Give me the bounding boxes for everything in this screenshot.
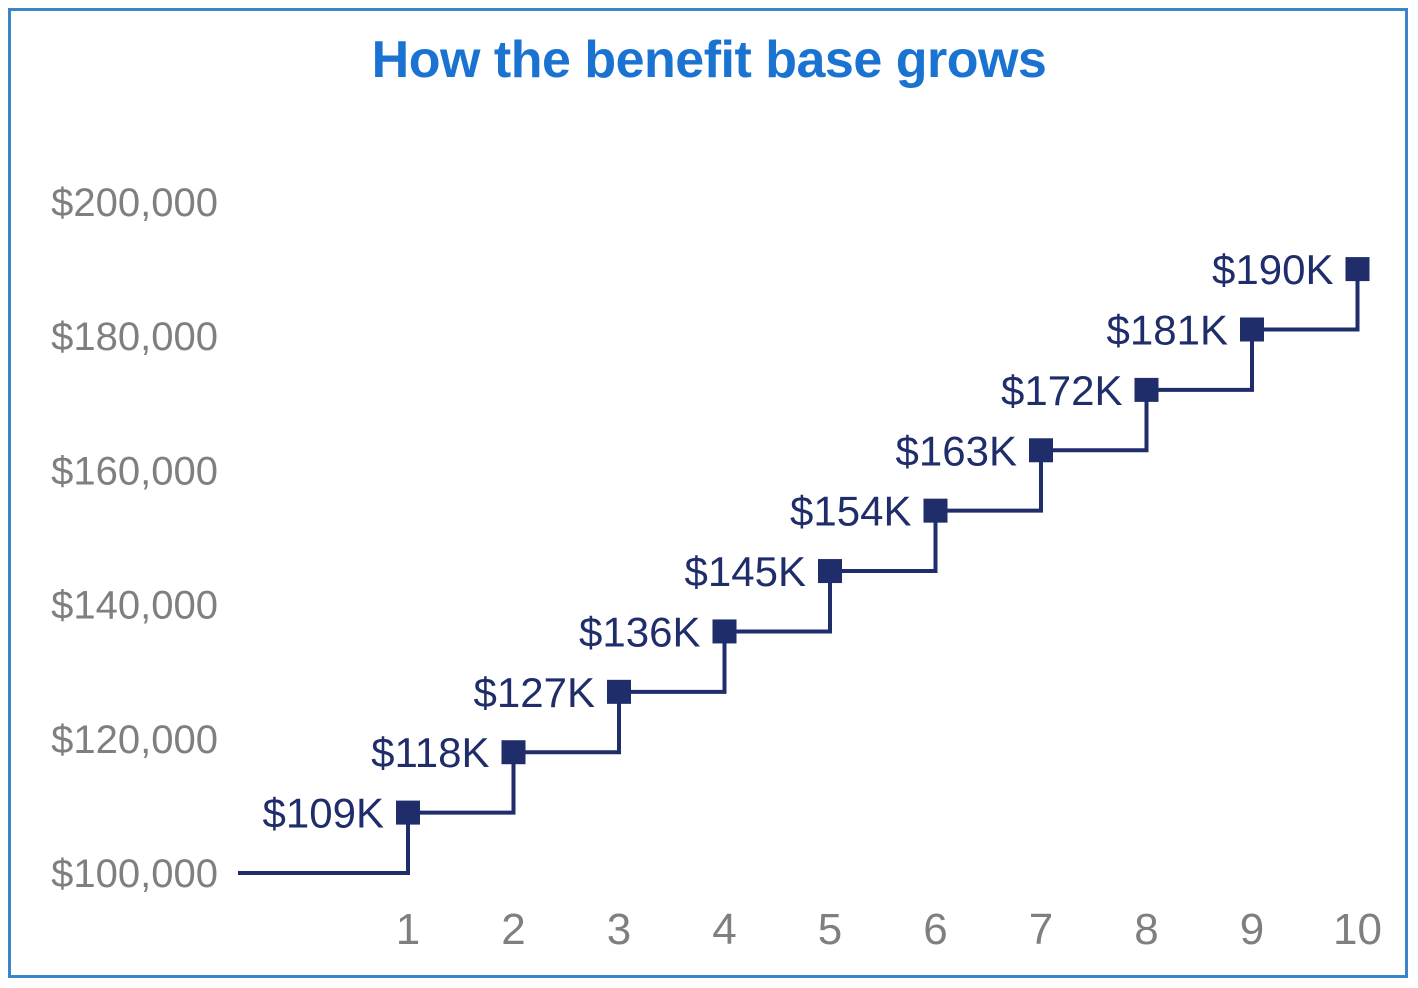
- data-point-marker: [1134, 377, 1159, 402]
- data-label: $127K: [474, 669, 595, 716]
- y-axis: $100,000 $120,000 $140,000 $160,000 $180,000…: [51, 181, 218, 896]
- x-tick-label: 1: [396, 905, 420, 954]
- chart-frame: [8, 8, 1408, 978]
- y-tick-label: $200,000: [51, 181, 218, 225]
- x-tick-label: 4: [712, 905, 736, 954]
- x-tick-label: 5: [818, 905, 842, 954]
- y-tick-label: $140,000: [51, 584, 218, 628]
- x-tick-label: 8: [1134, 905, 1158, 954]
- data-point-marker: [1029, 438, 1053, 463]
- data-point-marker: [818, 559, 842, 584]
- data-point-marker: [607, 679, 631, 704]
- x-tick-label: 3: [607, 905, 631, 954]
- data-point-marker: [923, 498, 948, 523]
- data-label: $181K: [1107, 306, 1228, 353]
- x-tick-label: 2: [501, 905, 525, 954]
- x-tick-label: 6: [923, 905, 947, 954]
- data-label: $136K: [579, 608, 700, 655]
- data-point-marker: [712, 619, 737, 644]
- y-tick-label: $100,000: [51, 852, 218, 896]
- chart-title: How the benefit base grows: [371, 31, 1047, 89]
- data-label: $154K: [790, 488, 911, 535]
- data-point-marker: [396, 800, 420, 825]
- data-label: $145K: [685, 548, 806, 595]
- x-axis: 1 2 3 4 5 6 7 8 9 10: [396, 905, 1382, 954]
- series: $109K $118K $127K $136K $145K $154K $163K $172K…: [238, 246, 1370, 875]
- data-label: $190K: [1212, 246, 1333, 293]
- data-point-marker: [1240, 317, 1264, 342]
- y-tick-label: $180,000: [51, 315, 218, 359]
- data-label: $172K: [1001, 367, 1122, 414]
- x-tick-label: 7: [1029, 905, 1053, 954]
- data-point-marker: [501, 740, 526, 765]
- y-tick-label: $120,000: [51, 718, 218, 762]
- x-tick-label: 9: [1240, 905, 1264, 954]
- data-point-marker: [1345, 257, 1370, 282]
- data-label: $118K: [371, 729, 489, 776]
- y-tick-label: $160,000: [51, 449, 218, 493]
- x-tick-label: 10: [1333, 905, 1382, 954]
- data-label: $163K: [896, 427, 1017, 474]
- data-label: $109K: [263, 790, 384, 837]
